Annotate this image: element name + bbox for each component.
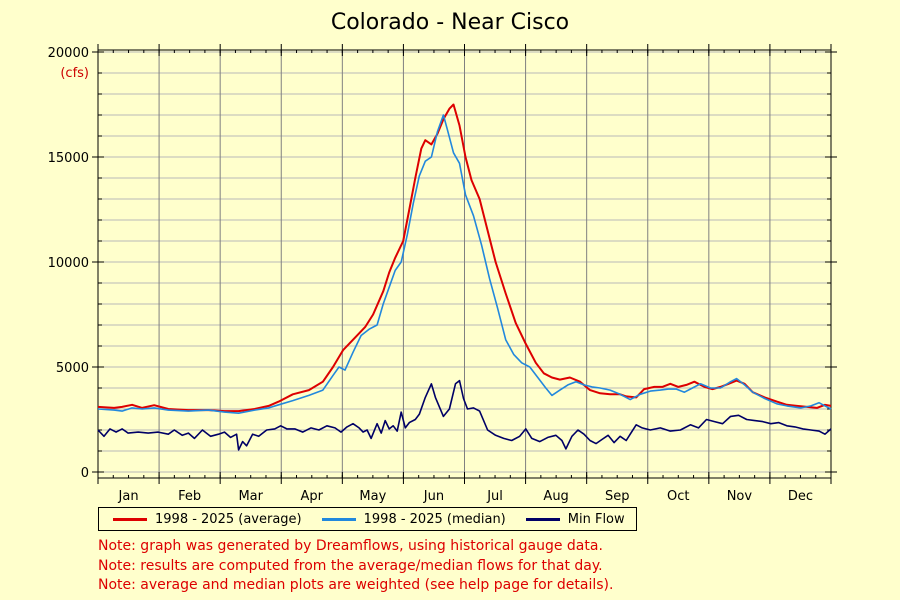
series-line-min-flow — [97, 379, 832, 451]
legend-label-min-flow: Min Flow — [567, 511, 625, 527]
legend-item-min-flow: Min Flow — [525, 511, 625, 527]
legend-swatch-average — [113, 517, 147, 521]
x-tick-label-jun: Jun — [423, 489, 444, 504]
y-tick-label: 5000 — [56, 361, 89, 376]
x-tick-label-dec: Dec — [788, 489, 813, 504]
note-line: Note: average and median plots are weigh… — [98, 577, 614, 593]
x-tick-label-may: May — [359, 489, 386, 504]
grid-lines — [97, 50, 832, 478]
x-tick-label-nov: Nov — [727, 489, 753, 504]
axis-labels: 0 5000 10000 15000 20000 (cfs) Jan Feb Mar Apr May… — [48, 46, 813, 504]
x-tick-label-jan: Jan — [118, 489, 139, 504]
x-tick-label-sep: Sep — [605, 489, 630, 504]
x-tick-label-oct: Oct — [667, 489, 689, 504]
y-tick-label: 10000 — [48, 256, 89, 271]
chart-title: Colorado - Near Cisco — [330, 10, 570, 35]
legend: 1998 - 2025 (average) 1998 - 2025 (media… — [98, 507, 637, 531]
legend-label-median: 1998 - 2025 (median) — [363, 511, 506, 527]
series-line-median — [97, 114, 832, 415]
note-line: Note: graph was generated by Dreamflows,… — [98, 538, 603, 554]
legend-swatch-min-flow — [525, 517, 560, 521]
series-lines — [97, 103, 832, 451]
x-tick-label-aug: Aug — [543, 489, 568, 504]
y-tick-label: 0 — [81, 466, 89, 481]
notes: Note: graph was generated by Dreamflows,… — [98, 537, 613, 596]
y-tick-label: 15000 — [48, 151, 89, 166]
legend-label-average: 1998 - 2025 (average) — [155, 511, 302, 527]
legend-item-average: 1998 - 2025 (average) — [113, 512, 302, 527]
axis-ticks — [92, 44, 837, 484]
legend-item-median: 1998 - 2025 (median) — [321, 511, 506, 527]
y-tick-label: 20000 — [48, 46, 89, 61]
note-line: Note: results are computed from the aver… — [98, 557, 603, 574]
y-unit-label: (cfs) — [60, 66, 89, 81]
x-tick-label-jul: Jul — [486, 489, 503, 504]
legend-swatch-median — [321, 517, 356, 521]
x-tick-label-mar: Mar — [238, 489, 263, 504]
x-tick-label-apr: Apr — [301, 489, 324, 504]
x-tick-label-feb: Feb — [178, 489, 201, 504]
